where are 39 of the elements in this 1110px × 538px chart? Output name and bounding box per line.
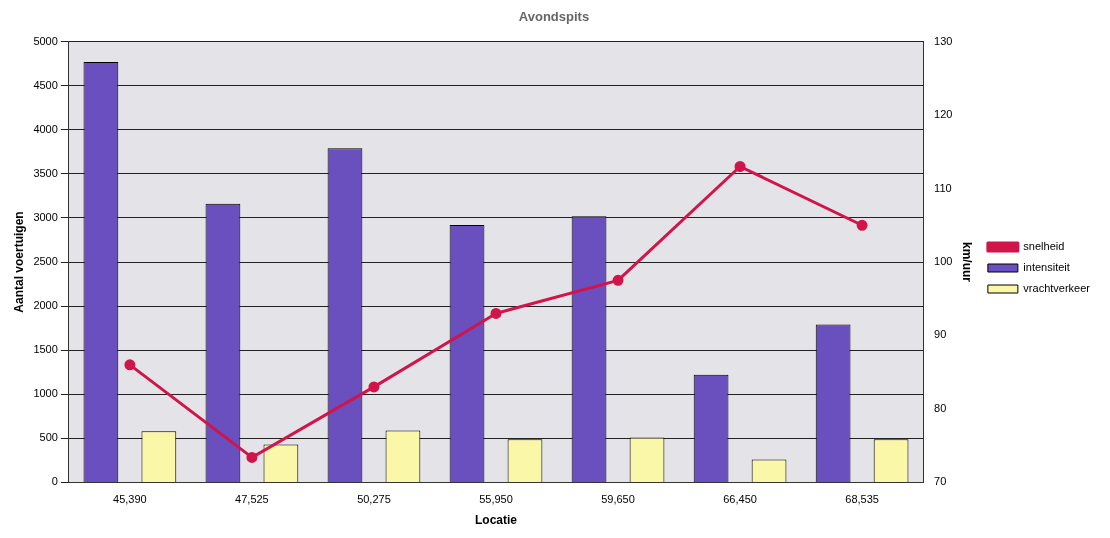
y2-tick-label: 120 — [934, 108, 953, 121]
y-tick-label: 3000 — [33, 210, 58, 223]
x-tick-label: 45,390 — [113, 493, 147, 506]
point — [246, 451, 258, 463]
legend-label: snelheid — [1023, 240, 1065, 253]
point — [368, 381, 380, 393]
x-tick-label: 59,650 — [601, 493, 635, 506]
y-tick-label: 3500 — [33, 166, 58, 179]
y2-tick-label: 80 — [934, 401, 947, 414]
x-tick-label: 50,275 — [357, 493, 391, 506]
y2-tick-label: 130 — [934, 34, 953, 47]
point — [612, 274, 624, 286]
y-tick-label: 0 — [51, 475, 58, 488]
x-tick-label: 68,535 — [845, 493, 879, 506]
x-tick-label: 47,525 — [235, 493, 269, 506]
y-axis-title: Aantal voertuigen — [11, 211, 26, 313]
x-tick-label: 55,950 — [479, 493, 513, 506]
y-tick-label: 2500 — [33, 255, 58, 268]
y-tick-label: 1000 — [33, 387, 58, 400]
point — [490, 307, 502, 319]
legend-label: intensiteit — [1023, 261, 1070, 274]
y2-tick-label: 70 — [934, 475, 947, 488]
point — [856, 219, 868, 231]
y2-tick-label: 110 — [934, 181, 952, 194]
x-tick-label: 66,450 — [723, 493, 757, 506]
y-tick-label: 1500 — [33, 343, 58, 356]
y2-tick-label: 100 — [934, 255, 953, 268]
y2-axis-title: km/uur — [960, 241, 975, 283]
y-tick-label: 2000 — [33, 299, 58, 312]
x-axis-title: Locatie — [474, 513, 518, 528]
point — [124, 359, 136, 371]
point — [734, 160, 746, 172]
y-tick-label: 4500 — [33, 78, 58, 91]
legend-label: vrachtverkeer — [1023, 282, 1091, 295]
y-tick-label: 5000 — [33, 34, 58, 47]
y-tick-label: 4000 — [33, 122, 58, 135]
chart-title: Avondspits — [518, 9, 590, 25]
y2-tick-label: 90 — [934, 328, 947, 341]
y-tick-label: 500 — [39, 431, 58, 444]
